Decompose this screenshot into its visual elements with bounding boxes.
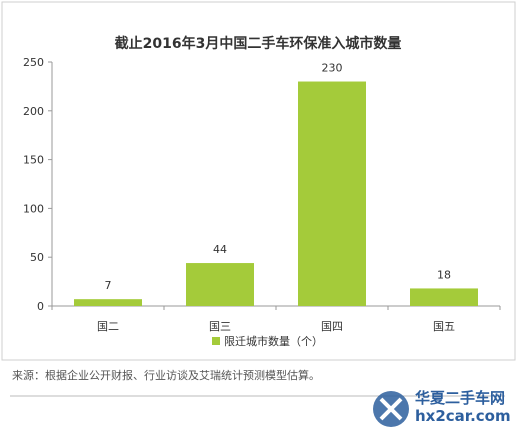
watermark: 华夏二手车网 hx2car.com: [371, 387, 511, 431]
y-tick-label: 100: [23, 202, 44, 215]
x-tick-label: 国四: [321, 320, 343, 333]
y-tick-label: 150: [23, 154, 44, 167]
legend-label: 限迁城市数量（个）: [224, 334, 323, 348]
hx2car-logo-icon: [373, 391, 409, 427]
bar-value-label: 7: [105, 279, 112, 292]
bar: [410, 288, 478, 306]
bar: [298, 81, 366, 307]
y-tick-label: 50: [30, 251, 44, 264]
bar: [186, 263, 254, 306]
watermark-line2: hx2car.com: [415, 407, 511, 425]
x-tick-label: 国三: [209, 320, 231, 333]
bar-value-label: 18: [437, 268, 451, 281]
y-tick-label: 0: [37, 300, 44, 313]
watermark-line1: 华夏二手车网: [415, 389, 506, 407]
chart-border: [1, 1, 516, 361]
bar-value-label: 44: [213, 243, 227, 256]
y-tick-label: 250: [23, 56, 44, 69]
legend-swatch: [212, 337, 220, 345]
y-tick-label: 200: [23, 105, 44, 118]
bar-value-label: 230: [322, 62, 343, 75]
source-note: 来源：根据企业公开财报、行业访谈及艾瑞统计预测模型估算。: [12, 369, 320, 382]
chart-title: 截止2016年3月中国二手车环保准入城市数量: [115, 35, 402, 52]
x-tick-label: 国五: [433, 320, 455, 333]
bar: [74, 299, 142, 306]
x-tick-label: 国二: [97, 320, 119, 333]
